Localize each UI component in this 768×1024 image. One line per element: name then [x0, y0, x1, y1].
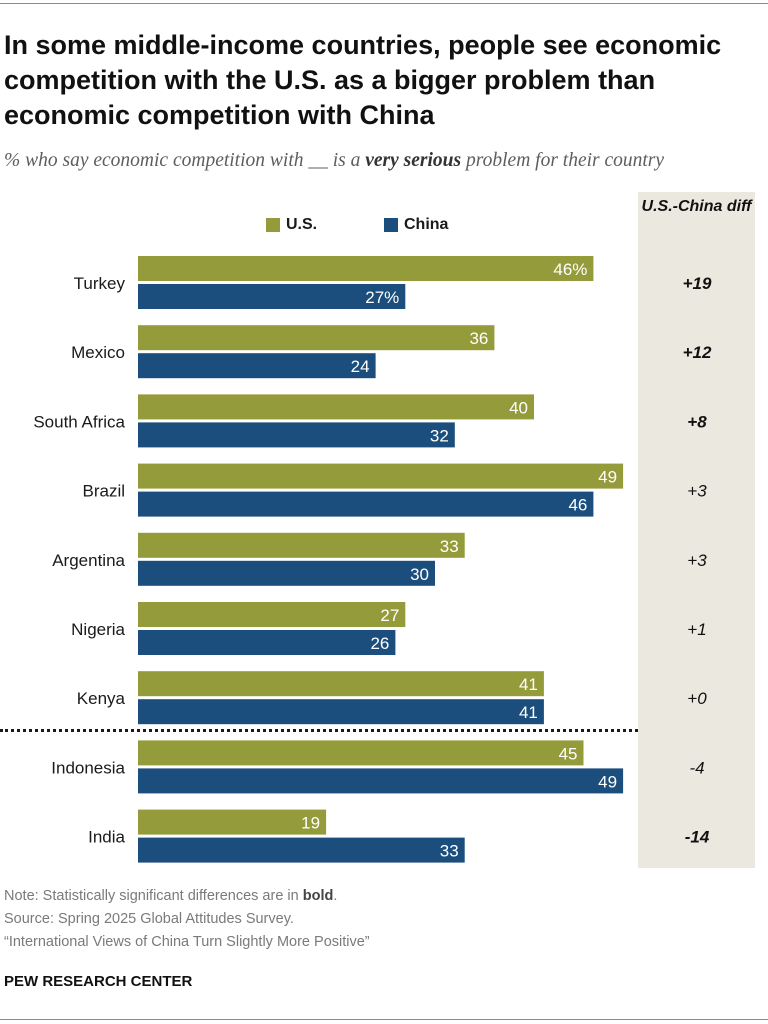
country-label-india: India [88, 828, 125, 847]
value-label-china-indonesia: 49 [598, 772, 617, 791]
value-label-us-kenya: 41 [519, 675, 538, 694]
diff-value-brazil: +3 [687, 482, 707, 501]
bar-us-nigeria [138, 602, 406, 627]
diff-value-argentina: +3 [687, 551, 707, 570]
note-suffix: . [333, 888, 338, 904]
value-label-china-mexico: 24 [351, 357, 370, 376]
bar-china-mexico [138, 353, 376, 379]
note-line: Note: Statistically significant differen… [4, 885, 370, 908]
diff-value-kenya: +0 [687, 689, 707, 708]
bar-us-argentina [138, 532, 465, 558]
value-label-china-kenya: 41 [519, 703, 538, 722]
diff-value-turkey: +19 [683, 274, 712, 293]
note-bold: bold [302, 888, 334, 904]
bar-china-india [138, 837, 465, 863]
bar-china-argentina [138, 560, 435, 586]
bar-china-indonesia [138, 768, 624, 794]
chart-subtitle: % who say economic competition with __ i… [4, 147, 724, 175]
value-label-us-argentina: 33 [440, 537, 459, 556]
legend-china: China [384, 216, 448, 234]
diff-value-india: -14 [685, 828, 710, 847]
diff-column-background [638, 192, 755, 868]
diff-value-south-africa: +8 [687, 412, 707, 431]
diff-value-mexico: +12 [683, 343, 712, 362]
value-label-china-nigeria: 26 [370, 634, 389, 653]
chart-title: In some middle-income countries, people … [4, 30, 722, 130]
bar-us-kenya [138, 671, 544, 697]
value-label-us-turkey: 46% [553, 260, 587, 279]
country-label-brazil: Brazil [82, 482, 125, 501]
bar-us-south-africa [138, 394, 534, 420]
report-line: “International Views of China Turn Sligh… [4, 934, 370, 950]
diff-column-header: U.S.-China diff [641, 198, 752, 215]
value-label-us-south-africa: 40 [509, 398, 528, 417]
bar-china-kenya [138, 699, 544, 725]
country-label-south-africa: South Africa [33, 412, 125, 431]
country-label-argentina: Argentina [52, 551, 125, 570]
note-prefix: Note: Statistically significant differen… [4, 888, 303, 904]
group-separator [0, 729, 638, 732]
bar-china-turkey [138, 284, 406, 309]
subtitle-emphasis: very serious [365, 150, 462, 171]
country-label-indonesia: Indonesia [51, 758, 125, 777]
value-label-us-india: 19 [301, 814, 320, 833]
top-rule [0, 3, 768, 4]
value-label-china-turkey: 27% [365, 288, 399, 307]
diff-value-nigeria: +1 [687, 620, 706, 639]
country-label-nigeria: Nigeria [71, 620, 125, 639]
bar-china-brazil [138, 491, 594, 517]
bar-us-indonesia [138, 740, 584, 766]
bottom-rule [0, 1019, 768, 1020]
value-label-us-brazil: 49 [598, 468, 617, 487]
value-label-china-argentina: 30 [410, 565, 429, 584]
value-label-china-brazil: 46 [568, 496, 587, 515]
country-label-kenya: Kenya [77, 689, 126, 708]
legend-china-label: China [404, 216, 449, 233]
bar-china-south-africa [138, 422, 455, 448]
legend-us-label: U.S. [286, 216, 318, 233]
country-label-turkey: Turkey [74, 274, 126, 293]
value-label-us-nigeria: 27 [380, 606, 399, 625]
subtitle-text-after: problem for their country [461, 150, 665, 171]
bar-us-india [138, 809, 327, 835]
value-label-us-mexico: 36 [469, 329, 488, 348]
diff-value-indonesia: -4 [689, 758, 704, 777]
bar-china-nigeria [138, 630, 396, 655]
country-label-mexico: Mexico [71, 343, 125, 362]
chart-notes: Note: Statistically significant differen… [4, 885, 370, 954]
subtitle-text-before: % who say economic competition with __ i… [4, 150, 366, 171]
bar-us-mexico [138, 325, 495, 351]
value-label-china-india: 33 [440, 842, 459, 861]
legend-us-swatch [266, 218, 280, 232]
source-line: Source: Spring 2025 Global Attitudes Sur… [4, 911, 294, 927]
pew-logo-text: PEW RESEARCH CENTER [4, 973, 193, 990]
legend-china-swatch [384, 218, 398, 232]
bar-us-brazil [138, 463, 624, 489]
value-label-us-indonesia: 45 [559, 744, 578, 763]
value-label-china-south-africa: 32 [430, 426, 449, 445]
bar-us-turkey [138, 256, 594, 281]
legend-us: U.S. [266, 216, 317, 234]
